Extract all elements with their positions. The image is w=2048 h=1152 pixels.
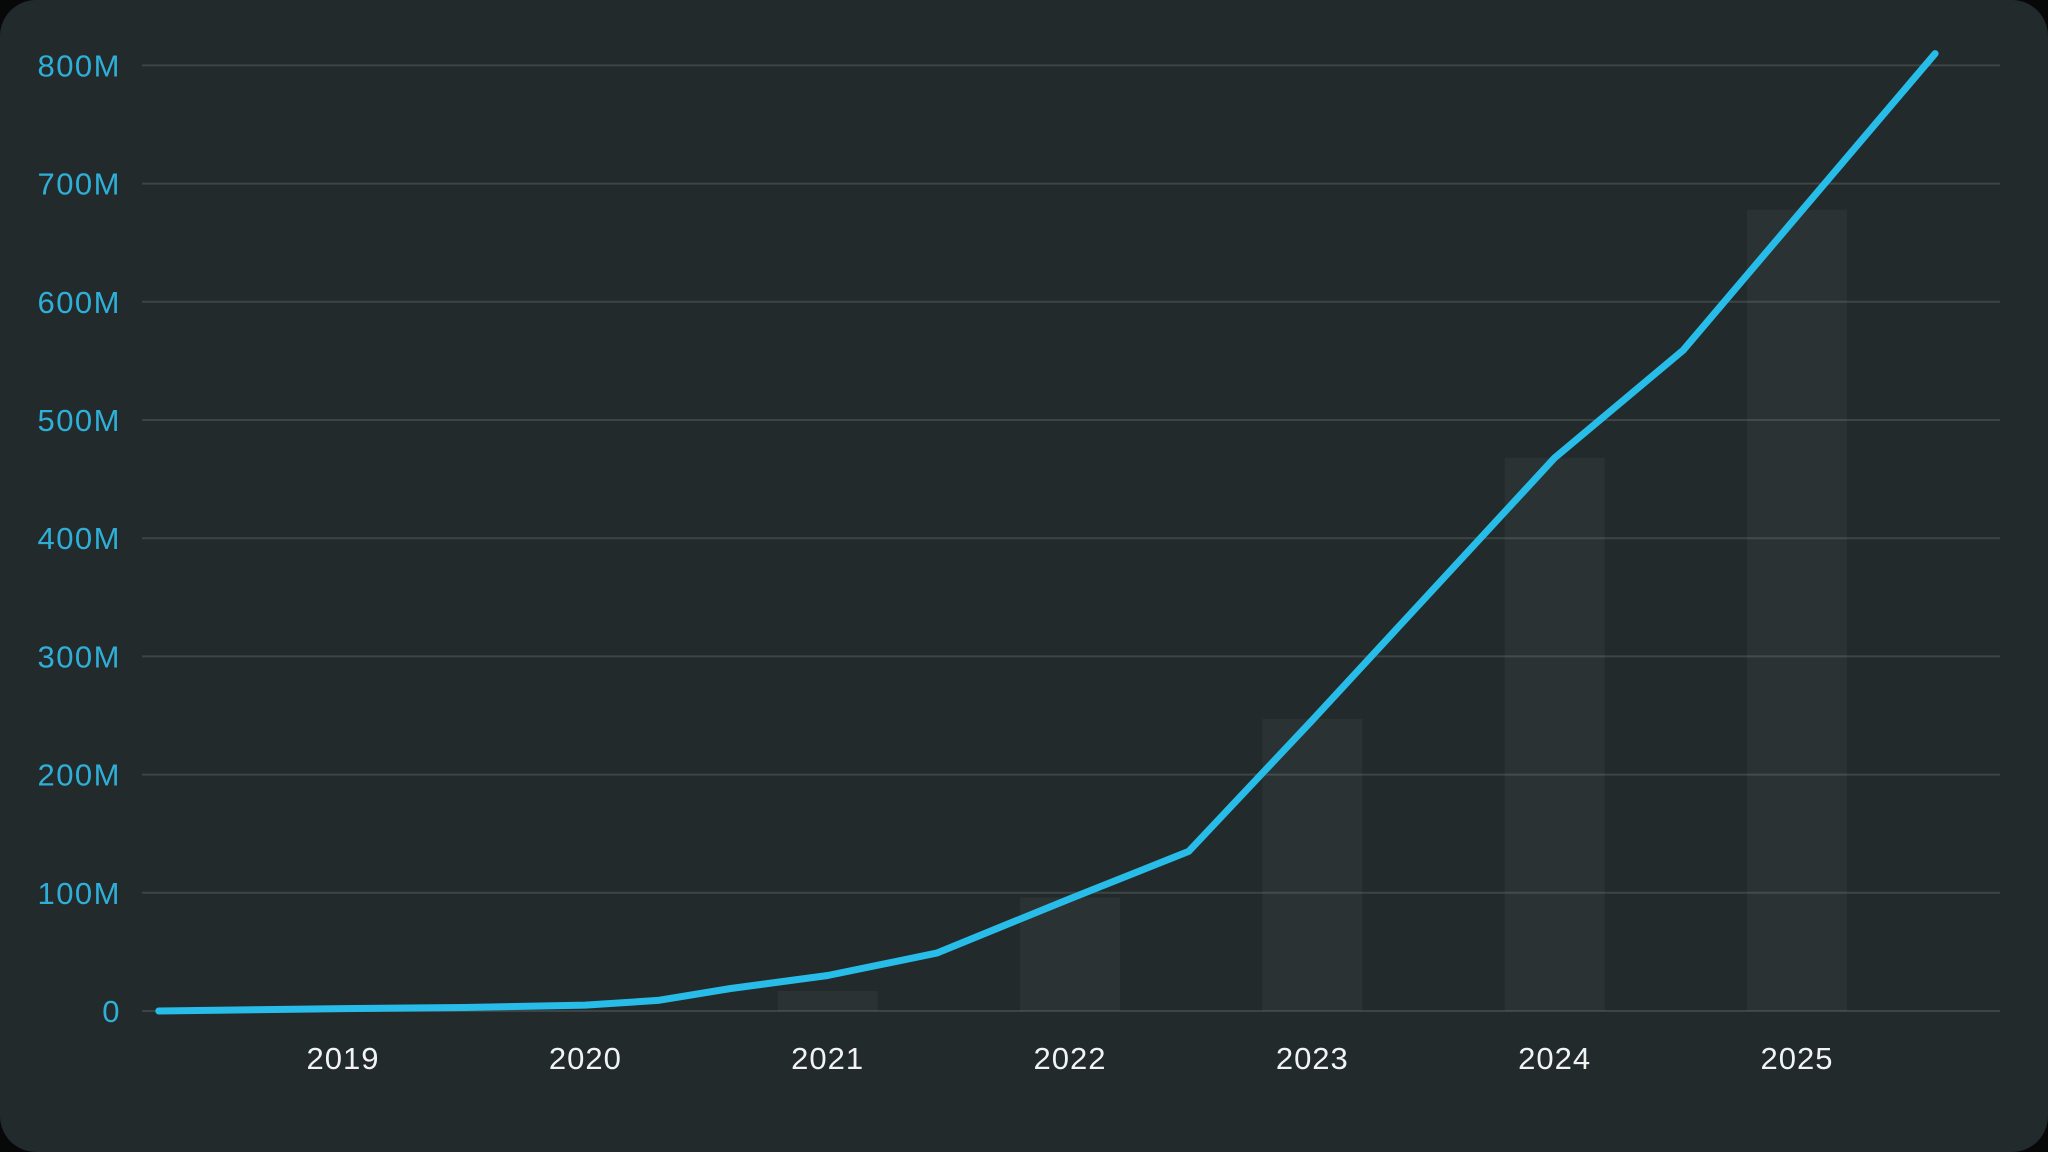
growth-line xyxy=(155,50,1939,1015)
x-axis-label-2021: 2021 xyxy=(791,1041,864,1076)
x-axis-label-2019: 2019 xyxy=(307,1041,380,1076)
x-axis-label-2023: 2023 xyxy=(1276,1041,1349,1076)
bar-2025 xyxy=(1746,209,1847,1011)
bar-2021 xyxy=(777,990,878,1011)
y-axis-label-600M: 600M xyxy=(37,285,121,320)
bar-2024 xyxy=(1504,457,1605,1012)
y-axis-label-0: 0 xyxy=(102,994,121,1029)
bar-2023 xyxy=(1262,719,1363,1011)
y-axis-label-200M: 200M xyxy=(37,758,121,793)
y-axis-label-700M: 700M xyxy=(37,167,121,202)
x-axis-label-2024: 2024 xyxy=(1518,1041,1591,1076)
y-axis-label-300M: 300M xyxy=(37,639,121,674)
y-axis-label-100M: 100M xyxy=(37,876,121,911)
y-axis-label-800M: 800M xyxy=(37,48,121,83)
y-axis-label-400M: 400M xyxy=(37,521,121,556)
bar-2022 xyxy=(1019,897,1120,1011)
x-axis-label-2020: 2020 xyxy=(549,1041,622,1076)
x-axis-label-2022: 2022 xyxy=(1034,1041,1107,1076)
y-axis-label-500M: 500M xyxy=(37,403,121,438)
x-axis-label-2025: 2025 xyxy=(1760,1041,1833,1076)
